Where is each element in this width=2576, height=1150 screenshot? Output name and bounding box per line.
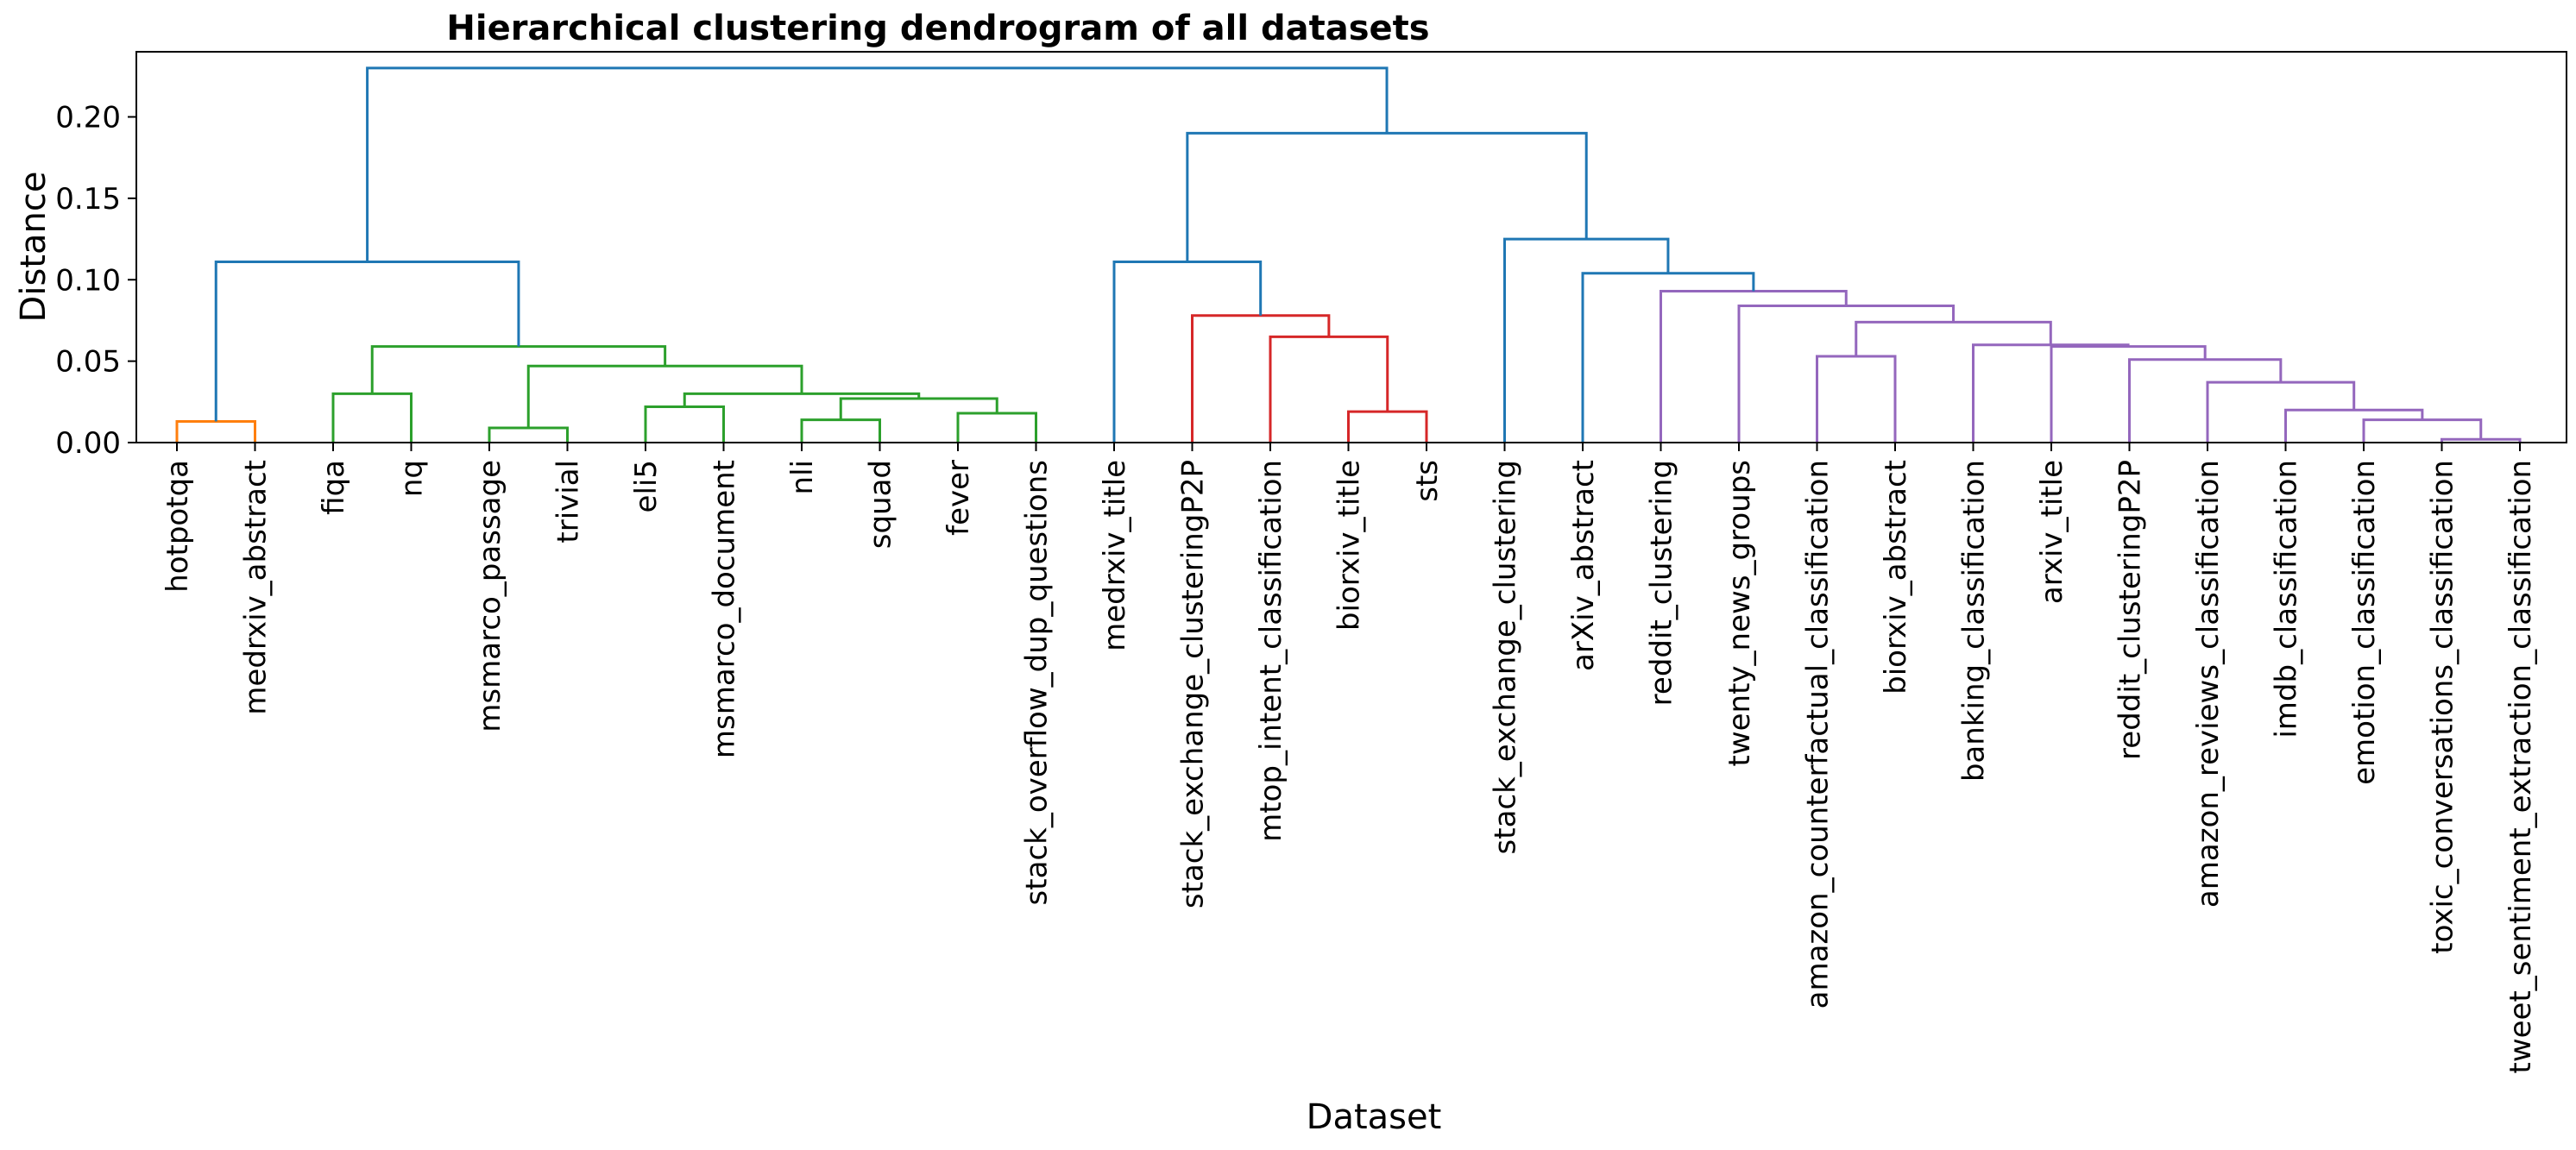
dendrogram-link [175, 419, 256, 443]
leaf-label: squad [864, 460, 898, 549]
y-tick-label: 0.00 [55, 426, 121, 461]
leaf-label: fever [942, 460, 976, 536]
leaf-label: stack_exchange_clusteringP2P [1176, 460, 1211, 908]
dendrogram-link [526, 364, 803, 429]
leaf-label: biorxiv_title [1332, 460, 1367, 631]
x-axis: hotpotqa medrxiv_abstract fiqa nq msmarco_pa… [161, 443, 2538, 1074]
y-tick-label: 0.20 [55, 101, 121, 135]
dendrogram-link [1112, 260, 1263, 443]
leaf-label: emotion_classification [2347, 460, 2382, 785]
dendrogram-link [1855, 320, 2052, 356]
leaf-label: msmarco_passage [473, 460, 507, 732]
leaf-label: nq [395, 460, 430, 497]
leaf-label: reddit_clustering [1645, 460, 1679, 706]
dendrogram-link [1347, 410, 1428, 443]
leaf-label: sts [1410, 460, 1445, 502]
leaf-label: stack_overflow_dup_questions [1020, 460, 1055, 905]
dendrogram-link [1186, 131, 1588, 262]
leaf-label: biorxiv_abstract [1879, 460, 1913, 694]
dendrogram-link [1269, 335, 1389, 443]
dendrogram-link [2050, 345, 2207, 443]
x-axis-label: Dataset [1307, 1097, 1442, 1137]
leaf-label: tweet_sentiment_extraction_classificatio… [2504, 460, 2538, 1074]
leaf-label: medrxiv_abstract [239, 460, 274, 715]
dendrogram-link [2128, 358, 2283, 443]
dendrogram-link [331, 392, 413, 443]
leaf-label: eli5 [629, 460, 664, 512]
leaf-label: hotpotqa [161, 460, 195, 593]
y-tick-label: 0.15 [55, 182, 121, 217]
leaf-label: twenty_news_groups [1723, 460, 1757, 767]
dendrogram-link [839, 397, 998, 420]
leaf-label: amazon_reviews_classification [2191, 460, 2226, 908]
dendrogram-link [683, 392, 921, 407]
leaf-label: toxic_conversations_classification [2426, 460, 2460, 954]
leaf-label: fiqa [317, 460, 351, 515]
dendrogram-link [370, 345, 667, 394]
dendrogram-link [644, 405, 725, 443]
dendrogram-link [366, 66, 1389, 262]
dendrogram-link [956, 412, 1037, 443]
leaf-label: trivial [551, 460, 586, 544]
leaf-label: imdb_classification [2270, 460, 2304, 738]
y-axis-label: Distance [14, 172, 54, 323]
dendrogram-link [1581, 272, 1755, 443]
chart-title: Hierarchical clustering dendrogram of al… [446, 9, 1429, 48]
leaf-label: reddit_clusteringP2P [2113, 460, 2148, 760]
leaf-label: arXiv_abstract [1566, 460, 1601, 671]
leaf-label: stack_exchange_clustering [1489, 460, 1523, 854]
dendrogram-link [800, 418, 881, 443]
dendrogram-link [1737, 304, 1956, 443]
leaf-label: mtop_intent_classification [1254, 460, 1288, 842]
dendrogram-link [1660, 289, 1848, 443]
leaf-label: nli [785, 460, 820, 494]
y-tick-label: 0.10 [55, 263, 121, 298]
dendrogram-link [214, 260, 520, 422]
dendrogram-link [1191, 314, 1331, 443]
plot-frame [135, 51, 2567, 443]
leaf-label: msmarco_document [708, 460, 742, 758]
leaf-label: medrxiv_title [1098, 460, 1132, 651]
dendrogram-link [2206, 380, 2356, 443]
dendrogram-links [175, 66, 2522, 443]
dendrogram-link [2284, 408, 2424, 443]
dendrogram-link [488, 426, 569, 443]
y-tick-label: 0.05 [55, 345, 121, 380]
dendrogram-link [1816, 355, 1897, 443]
y-axis: 0.00 0.05 0.10 0.15 0.20 [55, 101, 136, 461]
leaf-label: banking_classification [1957, 460, 1992, 782]
leaf-label: arxiv_title [2035, 460, 2069, 604]
leaf-label: amazon_counterfactual_classification [1801, 460, 1836, 1009]
dendrogram-link [1503, 237, 1670, 443]
